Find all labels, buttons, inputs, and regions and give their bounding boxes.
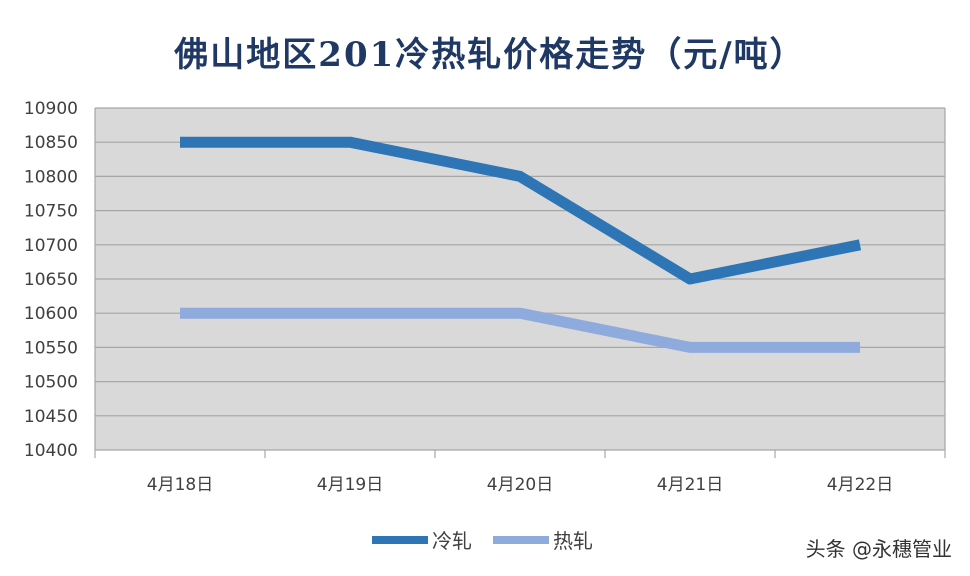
watermark-text: 头条 @永穗管业 <box>806 537 952 561</box>
y-tick-label: 10900 <box>24 99 78 119</box>
legend-label: 热轧 <box>553 529 593 553</box>
x-tick-label: 4月19日 <box>317 475 383 495</box>
x-axis: 4月18日 4月19日 4月20日 4月21日 4月22日 <box>94 450 946 495</box>
gridlines <box>94 107 946 451</box>
y-tick-label: 10700 <box>24 236 78 256</box>
x-tick-label: 4月22日 <box>827 475 893 495</box>
y-tick-label: 10800 <box>24 167 78 187</box>
x-tick-label: 4月20日 <box>487 475 553 495</box>
legend-label: 冷轧 <box>432 529 472 553</box>
y-tick-label: 10750 <box>24 202 78 222</box>
series-lines <box>179 136 862 353</box>
y-tick-label: 10600 <box>24 304 78 324</box>
y-axis: 10400 10450 10500 10550 10600 10650 10700 10750… <box>24 99 78 461</box>
chart-title: 佛山地区201冷热轧价格走势（元/吨） <box>173 35 805 75</box>
y-tick-label: 10450 <box>24 407 78 427</box>
legend: 冷轧 热轧 <box>372 529 593 553</box>
y-tick-label: 10850 <box>24 133 78 153</box>
y-tick-label: 10550 <box>24 338 78 358</box>
y-tick-label: 10650 <box>24 270 78 290</box>
x-tick-label: 4月18日 <box>147 475 213 495</box>
x-tick-label: 4月21日 <box>657 475 723 495</box>
y-tick-label: 10400 <box>24 441 78 461</box>
y-tick-label: 10500 <box>24 373 78 393</box>
